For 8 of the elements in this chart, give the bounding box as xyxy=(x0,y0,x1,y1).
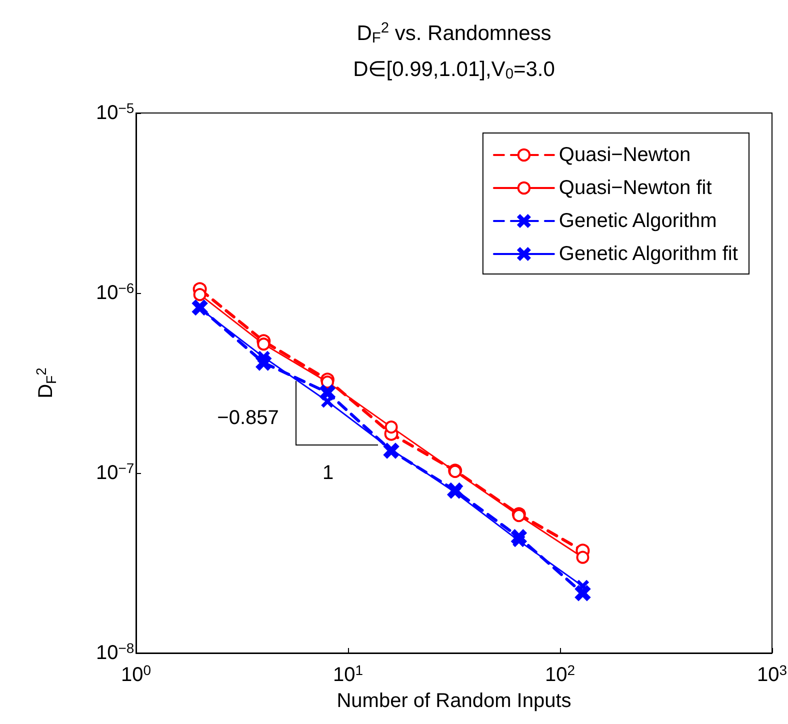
legend-label: Quasi−Newton xyxy=(558,144,691,166)
annotation: −0.857 xyxy=(217,407,279,429)
legend-label: Genetic Algorithm fit xyxy=(558,243,738,265)
annotation: 1 xyxy=(322,462,334,484)
legend-label: Genetic Algorithm xyxy=(558,210,717,232)
x-axis-title: Number of Random Inputs xyxy=(336,690,572,712)
y-axis-title: DF2 xyxy=(33,367,59,398)
legend-label: Quasi−Newton fit xyxy=(558,177,712,199)
